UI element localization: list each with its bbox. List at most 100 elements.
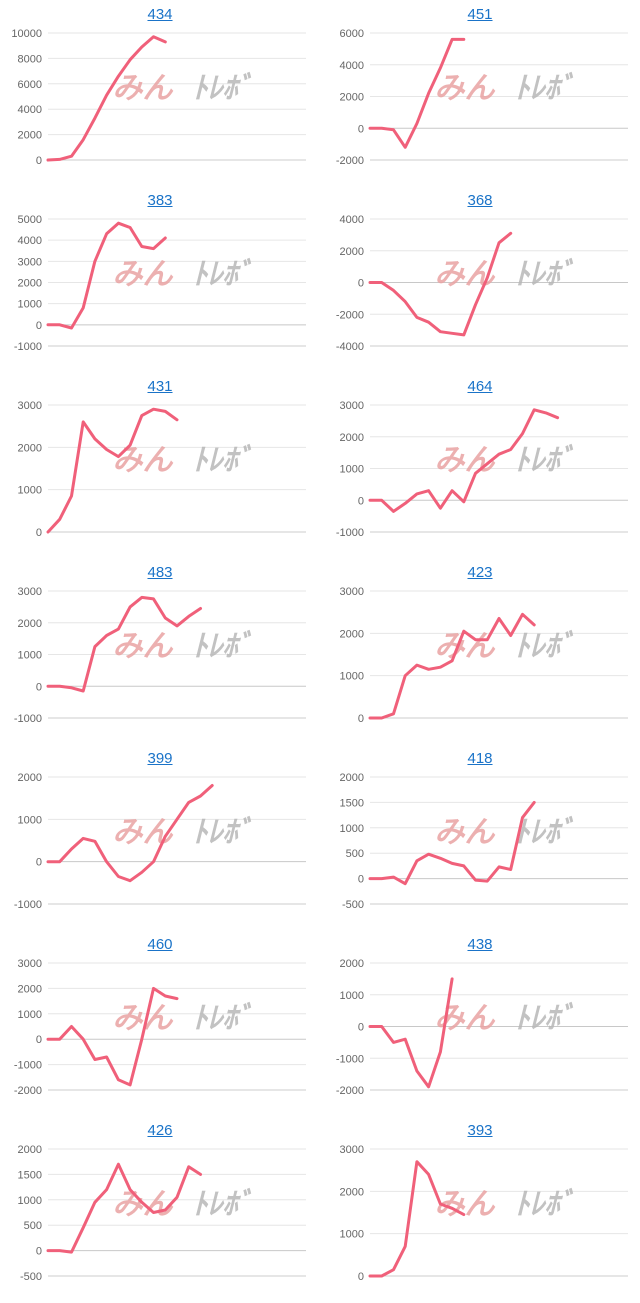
y-tick-label: 2000: [340, 432, 364, 444]
chart-panel: 393 0 1000 2000 3000 みん ﾄﾚﾎﾞ: [320, 1116, 640, 1302]
y-tick-label: 0: [358, 278, 364, 290]
y-tick-label: 0: [36, 1034, 42, 1046]
watermark-logo: みん ﾄﾚﾎﾞ: [113, 71, 253, 106]
svg-text:ﾄﾚﾎﾞ: ﾄﾚﾎﾞ: [515, 443, 575, 478]
chart-title-link[interactable]: 418: [467, 750, 493, 767]
watermark-logo: みん ﾄﾚﾎﾞ: [435, 257, 575, 292]
chart-title-link[interactable]: 438: [467, 936, 493, 953]
chart-title-link[interactable]: 393: [467, 1122, 493, 1139]
y-tick-label: 0: [36, 527, 42, 539]
y-tick-label: -2000: [336, 309, 364, 321]
y-tick-label: 2000: [340, 772, 364, 784]
series-line: [368, 800, 536, 886]
y-tick-label: 1500: [340, 797, 364, 809]
y-tick-label: -1000: [14, 899, 42, 911]
chart-title-link[interactable]: 368: [467, 192, 493, 209]
svg-text:ﾄﾚﾎﾞ: ﾄﾚﾎﾞ: [193, 1001, 253, 1036]
svg-text:みん: みん: [435, 443, 496, 478]
chart-title-link[interactable]: 483: [147, 564, 173, 581]
svg-text:ﾄﾚﾎﾞ: ﾄﾚﾎﾞ: [193, 443, 253, 478]
y-tick-label: -1000: [336, 1053, 364, 1065]
y-tick-label: 3000: [340, 586, 364, 598]
chart-panel: 434 0 2000 4000 6000 8000 10000 みん ﾄﾚﾎﾞ: [0, 0, 320, 186]
y-tick-label: 1000: [340, 990, 364, 1002]
y-tick-label: 1000: [340, 823, 364, 835]
line-chart: 0 1000 2000 3000 みん ﾄﾚﾎﾞ: [340, 586, 628, 725]
svg-text:みん: みん: [113, 629, 174, 664]
series-line: [368, 1160, 466, 1278]
series-line: [46, 784, 214, 883]
chart-title-link[interactable]: 423: [467, 564, 493, 581]
y-tick-label: 0: [36, 320, 42, 332]
y-tick-label: -4000: [336, 341, 364, 353]
series-line: [46, 986, 179, 1087]
svg-text:みん: みん: [113, 257, 174, 292]
series-line: [46, 407, 179, 534]
line-chart: -2000 -1000 0 1000 2000 みん ﾄﾚﾎﾞ: [336, 958, 628, 1097]
chart-title-link[interactable]: 426: [147, 1122, 173, 1139]
y-tick-label: -1000: [336, 527, 364, 539]
y-tick-label: 1000: [18, 1009, 42, 1021]
y-tick-label: -2000: [336, 155, 364, 167]
y-tick-label: 0: [36, 155, 42, 167]
y-tick-label: 2000: [18, 1144, 42, 1156]
y-tick-label: 1000: [18, 650, 42, 662]
y-tick-label: 1000: [340, 1229, 364, 1241]
svg-text:ﾄﾚﾎﾞ: ﾄﾚﾎﾞ: [193, 815, 253, 850]
series-line: [368, 37, 466, 149]
line-chart: -2000 0 2000 4000 6000 みん ﾄﾚﾎﾞ: [336, 28, 628, 167]
series-line: [368, 977, 454, 1089]
chart-panel: 431 0 1000 2000 3000 みん ﾄﾚﾎﾞ: [0, 372, 320, 558]
y-tick-label: 2000: [340, 1186, 364, 1198]
chart-panel: 418 -500 0 500 1000 1500 2000 みん ﾄﾚﾎﾞ: [320, 744, 640, 930]
line-chart: -1000 0 1000 2000 3000 みん ﾄﾚﾎﾞ: [336, 400, 628, 539]
chart-panel: 483 -1000 0 1000 2000 3000 みん ﾄﾚﾎﾞ: [0, 558, 320, 744]
chart-title-link[interactable]: 434: [147, 6, 173, 23]
y-tick-label: 8000: [18, 53, 42, 65]
line-chart: 0 1000 2000 3000 みん ﾄﾚﾎﾞ: [18, 400, 306, 539]
y-tick-label: 5000: [18, 214, 42, 226]
y-tick-label: -2000: [336, 1085, 364, 1097]
chart-title-link[interactable]: 431: [147, 378, 173, 395]
series-line: [368, 612, 536, 720]
svg-text:ﾄﾚﾎﾞ: ﾄﾚﾎﾞ: [193, 257, 253, 292]
svg-text:ﾄﾚﾎﾞ: ﾄﾚﾎﾞ: [515, 629, 575, 664]
svg-text:みん: みん: [113, 443, 174, 478]
y-tick-label: 1000: [18, 485, 42, 497]
svg-text:ﾄﾚﾎﾞ: ﾄﾚﾎﾞ: [515, 1001, 575, 1036]
y-tick-label: 2000: [340, 92, 364, 104]
watermark-logo: みん ﾄﾚﾎﾞ: [435, 629, 575, 664]
y-tick-label: 2000: [18, 983, 42, 995]
series-line: [46, 221, 167, 330]
chart-title-link[interactable]: 460: [147, 936, 173, 953]
y-tick-label: 4000: [340, 214, 364, 226]
y-tick-label: -1000: [14, 713, 42, 725]
y-tick-label: 3000: [18, 400, 42, 412]
chart-title-link[interactable]: 399: [147, 750, 173, 767]
svg-text:みん: みん: [435, 815, 496, 850]
y-tick-label: 4000: [340, 60, 364, 72]
chart-title-link[interactable]: 451: [467, 6, 493, 23]
chart-panel: 426 -500 0 500 1000 1500 2000 みん ﾄﾚﾎﾞ: [0, 1116, 320, 1302]
chart-title-link[interactable]: 383: [147, 192, 173, 209]
y-tick-label: 0: [358, 123, 364, 135]
y-tick-label: -1000: [14, 1060, 42, 1072]
line-chart: -4000 -2000 0 2000 4000 みん ﾄﾚﾎﾞ: [336, 214, 628, 353]
y-tick-label: 3000: [18, 586, 42, 598]
y-tick-label: 500: [346, 848, 364, 860]
line-chart: 0 2000 4000 6000 8000 10000 みん ﾄﾚﾎﾞ: [11, 28, 306, 167]
svg-text:ﾄﾚﾎﾞ: ﾄﾚﾎﾞ: [193, 71, 253, 106]
chart-title-link[interactable]: 464: [467, 378, 493, 395]
y-tick-label: 1000: [18, 1195, 42, 1207]
chart-panel: 460 -2000 -1000 0 1000 2000 3000 みん ﾄﾚﾎﾞ: [0, 930, 320, 1116]
watermark-logo: みん ﾄﾚﾎﾞ: [113, 1001, 253, 1036]
series-line: [368, 231, 513, 337]
chart-panel: 451 -2000 0 2000 4000 6000 みん ﾄﾚﾎﾞ: [320, 0, 640, 186]
y-tick-label: 0: [358, 713, 364, 725]
y-tick-label: -500: [20, 1271, 42, 1283]
chart-panel: 399 -1000 0 1000 2000 みん ﾄﾚﾎﾞ: [0, 744, 320, 930]
svg-text:みん: みん: [435, 629, 496, 664]
